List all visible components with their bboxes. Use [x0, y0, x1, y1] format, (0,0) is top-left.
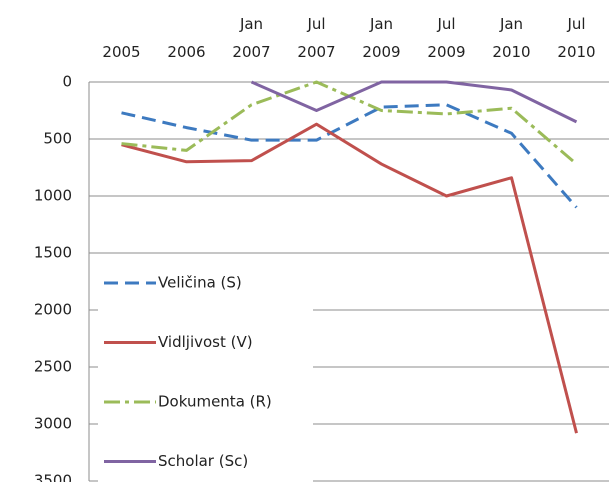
x-tick-label: Jul 2007	[297, 15, 336, 61]
y-tick-label: 3500	[34, 472, 72, 482]
x-tick-label: Jan 2010	[492, 15, 531, 61]
legend-label: Dokumenta (R)	[158, 393, 272, 411]
series-line	[250, 80, 578, 124]
x-tick-label: Jul 2009	[427, 15, 466, 61]
y-tick-label: 1500	[34, 244, 72, 262]
y-tick-label: 2000	[34, 301, 72, 319]
x-tick-label: Jan 2009	[362, 15, 401, 61]
y-tick-label: 1000	[34, 187, 72, 205]
y-tick-label: 500	[43, 130, 72, 148]
legend-box	[98, 259, 313, 482]
x-tick-label: 2005	[102, 43, 141, 61]
y-tick-label: 3000	[34, 415, 72, 433]
y-tick-label: 0	[62, 73, 72, 91]
legend-label: Veličina (S)	[158, 274, 242, 292]
series-line	[121, 122, 578, 434]
y-tick-label: 2500	[34, 358, 72, 376]
legend-label: Scholar (Sc)	[158, 452, 248, 470]
series-line	[121, 103, 578, 209]
legend-label: Vidljivost (V)	[158, 333, 253, 351]
x-tick-label: 2006	[167, 43, 206, 61]
x-tick-label: Jan 2007	[232, 15, 271, 61]
x-tick-label: Jul 2010	[557, 15, 596, 61]
